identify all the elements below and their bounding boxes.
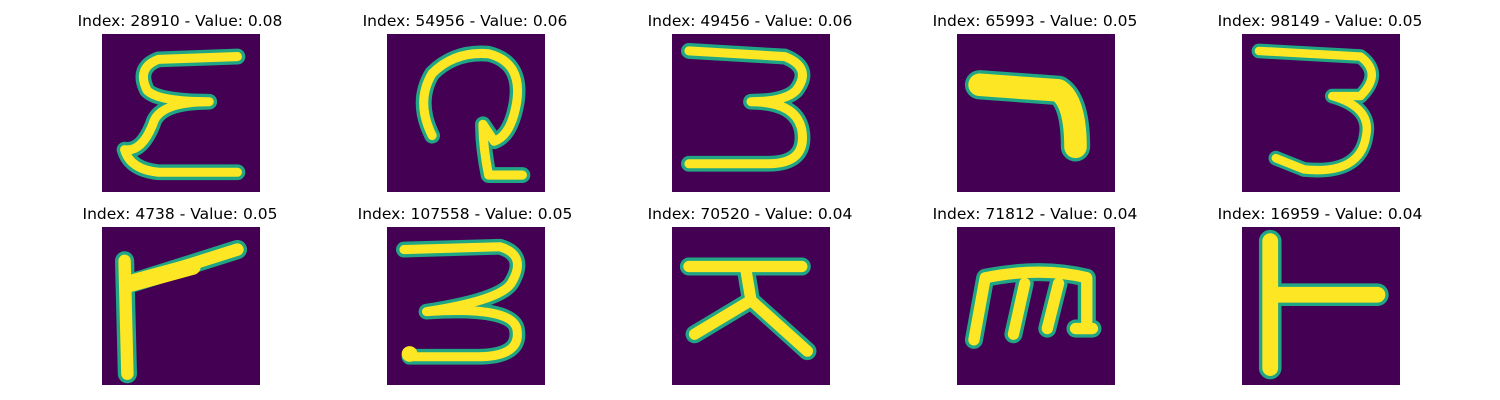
- panel-title: Index: 54956 - Value: 0.06: [362, 12, 568, 30]
- flag-glyph-image: [102, 227, 260, 385]
- panel-title: Index: 98149 - Value: 0.05: [1217, 12, 1423, 30]
- digit-panel: Index: 49456 - Value: 0.06: [600, 0, 900, 200]
- panel-title: Index: 65993 - Value: 0.05: [932, 12, 1138, 30]
- digit-panel: Index: 71812 - Value: 0.04: [885, 193, 1185, 393]
- panel-title: Index: 4738 - Value: 0.05: [82, 205, 278, 223]
- digit-panel: Index: 70520 - Value: 0.04: [600, 193, 900, 393]
- digit-panel: Index: 16959 - Value: 0.04: [1170, 193, 1470, 393]
- panel-title: Index: 49456 - Value: 0.06: [647, 12, 853, 30]
- digit-panel: Index: 54956 - Value: 0.06: [315, 0, 615, 200]
- hook-glyph-image: [957, 34, 1115, 192]
- panel-title: Index: 70520 - Value: 0.04: [647, 205, 853, 223]
- digit-panel: Index: 65993 - Value: 0.05: [885, 0, 1185, 200]
- panel-title: Index: 28910 - Value: 0.08: [77, 12, 283, 30]
- tee-glyph-image: [1242, 227, 1400, 385]
- digit-panel: Index: 98149 - Value: 0.05: [1170, 0, 1470, 200]
- loop-glyph-image: [387, 34, 545, 192]
- digit-panel: Index: 4738 - Value: 0.05: [30, 193, 330, 393]
- epsilon-glyph-image: [102, 34, 260, 192]
- panel-title: Index: 107558 - Value: 0.05: [357, 205, 573, 223]
- three-glyph-image: [672, 34, 830, 192]
- tent-glyph-image: [672, 227, 830, 385]
- three-glyph-image: [387, 227, 545, 385]
- digit-panel: Index: 107558 - Value: 0.05: [315, 193, 615, 393]
- three-glyph-image: [1242, 34, 1400, 192]
- m-glyph-image: [957, 227, 1115, 385]
- digit-panel: Index: 28910 - Value: 0.08: [30, 0, 330, 200]
- panel-title: Index: 16959 - Value: 0.04: [1217, 205, 1423, 223]
- panel-title: Index: 71812 - Value: 0.04: [932, 205, 1138, 223]
